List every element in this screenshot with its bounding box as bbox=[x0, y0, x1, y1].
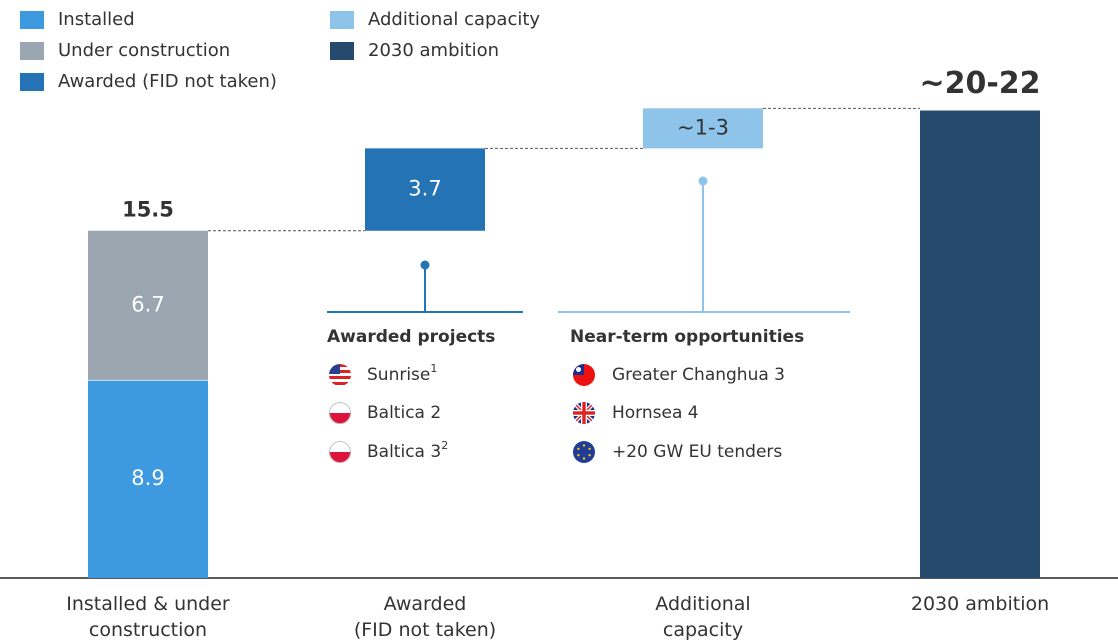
legend-swatch bbox=[330, 11, 354, 29]
legend-label: Awarded (FID not taken) bbox=[58, 71, 277, 92]
legend-swatch bbox=[20, 42, 44, 60]
pointer-dot bbox=[420, 260, 430, 270]
bar bbox=[920, 110, 1040, 578]
flag-pl bbox=[329, 402, 351, 424]
value-label: 6.7 bbox=[131, 292, 164, 316]
flag-tw bbox=[573, 364, 595, 386]
annotation-title: Near-term opportunities bbox=[570, 327, 804, 347]
bar bbox=[88, 230, 208, 380]
value-label: ~1-3 bbox=[677, 115, 729, 139]
legend-label: Installed bbox=[58, 9, 135, 30]
annotation-title: Awarded projects bbox=[327, 327, 495, 347]
flag-eu bbox=[573, 441, 595, 463]
x-tick-label: Installed & under construction bbox=[66, 593, 230, 641]
flag-us bbox=[329, 364, 351, 386]
flag-pl bbox=[329, 441, 351, 463]
legend-swatch bbox=[330, 42, 354, 60]
bar bbox=[88, 379, 208, 578]
annotation-item: Greater Changhua 3 bbox=[612, 365, 785, 385]
opportunities-annotation: Near-term opportunities Greater Changhua… bbox=[558, 176, 850, 463]
legend-swatch bbox=[20, 73, 44, 91]
value-label: 8.9 bbox=[131, 466, 164, 490]
annotation-item: +20 GW EU tenders bbox=[612, 442, 782, 462]
legend-label: 2030 ambition bbox=[368, 40, 499, 61]
annotation-item: Hornsea 4 bbox=[612, 403, 699, 423]
bar bbox=[643, 108, 763, 149]
legend-label: Under construction bbox=[58, 40, 230, 61]
legend-label: Additional capacity bbox=[368, 9, 540, 30]
x-tick-label: Awarded (FID not taken) bbox=[354, 593, 496, 641]
annotation-item: Baltica 2 bbox=[367, 403, 441, 423]
awarded-annotation: Awarded projects Sunrise1 Baltica 2 Balt… bbox=[327, 260, 523, 463]
bar bbox=[365, 148, 485, 231]
value-label: ~20-22 bbox=[919, 66, 1040, 101]
flag-uk bbox=[573, 402, 595, 424]
annotation-item: Baltica 32 bbox=[367, 439, 448, 463]
pointer-dot bbox=[698, 176, 708, 186]
value-label: 3.7 bbox=[408, 177, 441, 201]
total-label: 15.5 bbox=[122, 198, 174, 222]
annotation-item: Sunrise1 bbox=[367, 362, 437, 386]
x-tick-label: 2030 ambition bbox=[911, 593, 1049, 615]
legend-swatch bbox=[20, 11, 44, 29]
x-tick-label: Additional capacity bbox=[655, 593, 750, 641]
